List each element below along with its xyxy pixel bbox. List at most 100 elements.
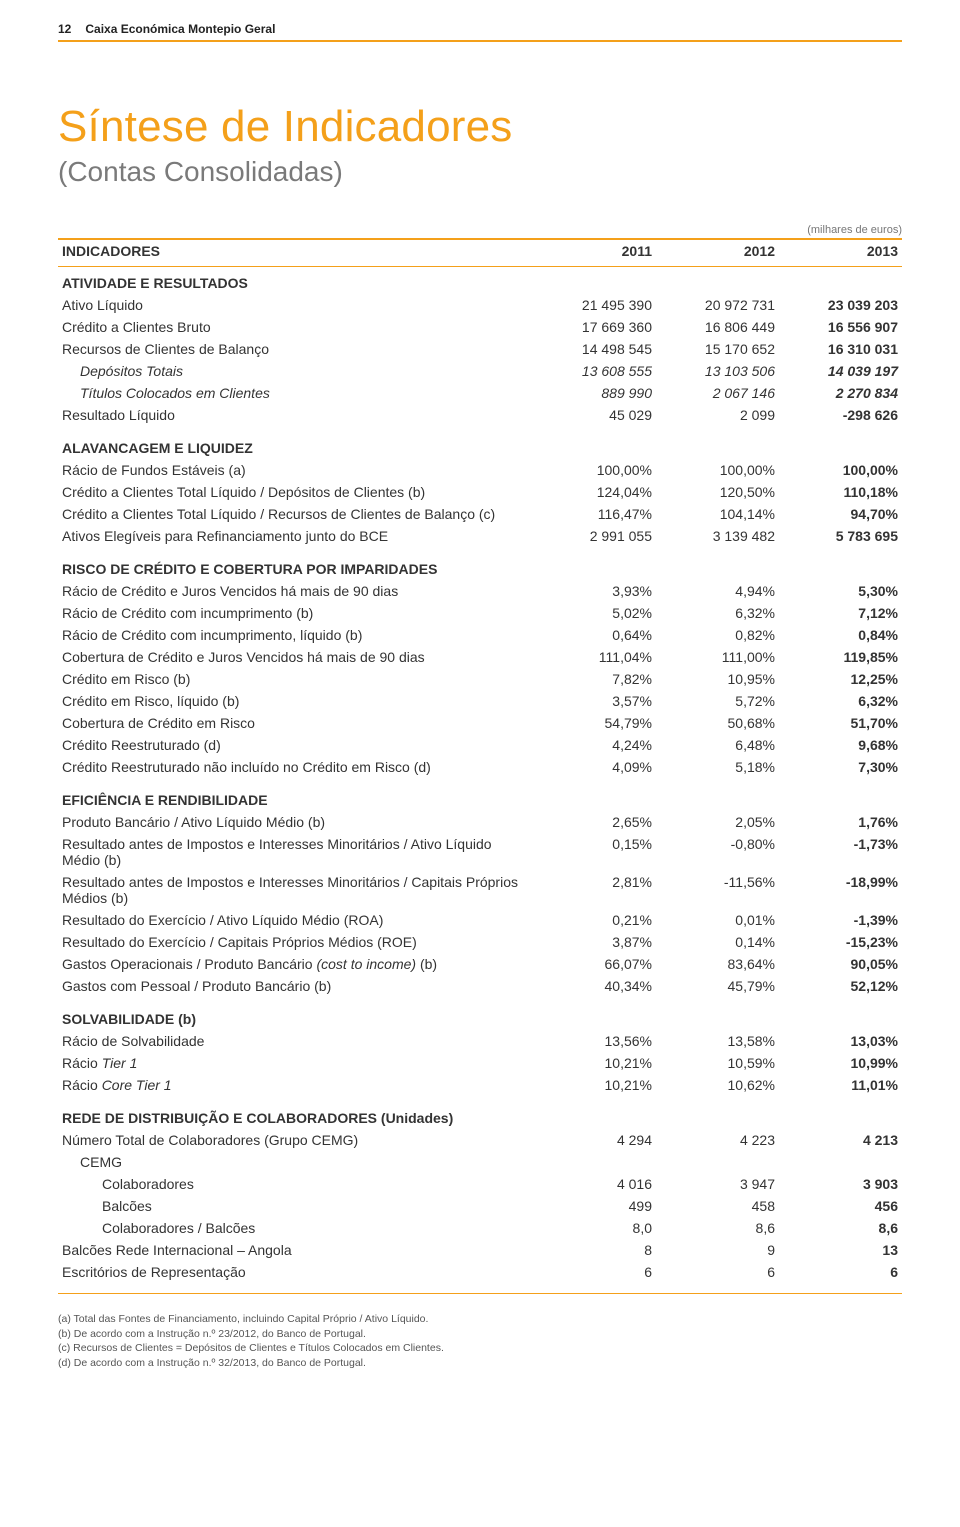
footnote: (c) Recursos de Clientes = Depósitos de …: [58, 1341, 902, 1356]
row-value: 3,57%: [533, 690, 656, 712]
row-value: 3 947: [656, 1173, 779, 1195]
table-row: Colaboradores4 0163 9473 903: [58, 1173, 902, 1195]
row-value: 0,21%: [533, 909, 656, 931]
row-value: 83,64%: [656, 953, 779, 975]
row-value: 456: [779, 1195, 902, 1217]
row-label: Crédito Reestruturado (d): [58, 734, 533, 756]
table-head-row: INDICADORES 2011 2012 2013: [58, 240, 902, 262]
col-2013: 2013: [779, 240, 902, 262]
row-value: 6: [779, 1261, 902, 1283]
row-label: Gastos Operacionais / Produto Bancário (…: [58, 953, 533, 975]
row-value: 13,56%: [533, 1030, 656, 1052]
row-value: 6: [656, 1261, 779, 1283]
row-value: 5 783 695: [779, 525, 902, 547]
table-row: Crédito a Clientes Total Líquido / Recur…: [58, 503, 902, 525]
row-label: CEMG: [58, 1151, 533, 1173]
row-value: 10,95%: [656, 668, 779, 690]
row-value: 3,93%: [533, 580, 656, 602]
row-value: 4 223: [656, 1129, 779, 1151]
section-title-row: EFICIÊNCIA E RENDIBILIDADE: [58, 778, 902, 811]
section-title: RISCO DE CRÉDITO E COBERTURA POR IMPARID…: [58, 547, 533, 580]
row-value: 7,82%: [533, 668, 656, 690]
row-label: Colaboradores / Balcões: [58, 1217, 533, 1239]
footnotes: (a) Total das Fontes de Financiamento, i…: [58, 1312, 902, 1371]
table-row: Cobertura de Crédito e Juros Vencidos há…: [58, 646, 902, 668]
table-row: Cobertura de Crédito em Risco54,79%50,68…: [58, 712, 902, 734]
section-title-row: REDE DE DISTRIBUIÇÃO E COLABORADORES (Un…: [58, 1096, 902, 1129]
table-rule-bottom: [58, 1293, 902, 1294]
row-value: [779, 1151, 902, 1173]
row-value: 5,02%: [533, 602, 656, 624]
page-title: Síntese de Indicadores: [58, 102, 902, 152]
row-value: 111,04%: [533, 646, 656, 668]
row-value: 40,34%: [533, 975, 656, 997]
table-row: Colaboradores / Balcões8,08,68,6: [58, 1217, 902, 1239]
table-row: Resultado antes de Impostos e Interesses…: [58, 871, 902, 909]
section-title-row: SOLVABILIDADE (b): [58, 997, 902, 1030]
row-label: Ativos Elegíveis para Refinanciamento ju…: [58, 525, 533, 547]
table-row: Crédito a Clientes Total Líquido / Depós…: [58, 481, 902, 503]
row-value: 9: [656, 1239, 779, 1261]
section-title: SOLVABILIDADE (b): [58, 997, 533, 1030]
row-value: -15,23%: [779, 931, 902, 953]
row-value: 94,70%: [779, 503, 902, 525]
row-value: 16 556 907: [779, 316, 902, 338]
row-value: 0,82%: [656, 624, 779, 646]
row-value: 0,84%: [779, 624, 902, 646]
row-label: Escritórios de Representação: [58, 1261, 533, 1283]
row-value: 10,21%: [533, 1052, 656, 1074]
row-value: 11,01%: [779, 1074, 902, 1096]
row-value: 45,79%: [656, 975, 779, 997]
table-row: Rácio de Fundos Estáveis (a)100,00%100,0…: [58, 459, 902, 481]
row-value: 13 608 555: [533, 360, 656, 382]
col-2012: 2012: [656, 240, 779, 262]
row-value: -0,80%: [656, 833, 779, 871]
row-value: 2 270 834: [779, 382, 902, 404]
row-value: 13,58%: [656, 1030, 779, 1052]
table-row: Ativo Líquido21 495 39020 972 73123 039 …: [58, 294, 902, 316]
table-row: Escritórios de Representação666: [58, 1261, 902, 1283]
row-value: 51,70%: [779, 712, 902, 734]
row-label: Depósitos Totais: [58, 360, 533, 382]
row-label: Resultado antes de Impostos e Interesses…: [58, 871, 533, 909]
row-label: Resultado Líquido: [58, 404, 533, 426]
row-label: Balcões: [58, 1195, 533, 1217]
row-value: 4 213: [779, 1129, 902, 1151]
row-value: 3,87%: [533, 931, 656, 953]
table-row: Número Total de Colaboradores (Grupo CEM…: [58, 1129, 902, 1151]
row-value: 5,72%: [656, 690, 779, 712]
row-value: 13 103 506: [656, 360, 779, 382]
row-value: 1,76%: [779, 811, 902, 833]
row-value: 8,6: [779, 1217, 902, 1239]
row-value: 9,68%: [779, 734, 902, 756]
row-value: 13: [779, 1239, 902, 1261]
row-label: Crédito a Clientes Total Líquido / Depós…: [58, 481, 533, 503]
row-value: 0,15%: [533, 833, 656, 871]
row-label: Rácio de Fundos Estáveis (a): [58, 459, 533, 481]
row-value: 4,94%: [656, 580, 779, 602]
row-label: Rácio Tier 1: [58, 1052, 533, 1074]
row-value: 7,30%: [779, 756, 902, 778]
row-value: 499: [533, 1195, 656, 1217]
table-row: Rácio de Crédito com incumprimento, líqu…: [58, 624, 902, 646]
row-value: 4,09%: [533, 756, 656, 778]
row-value: 10,59%: [656, 1052, 779, 1074]
section-title: ALAVANCAGEM E LIQUIDEZ: [58, 426, 533, 459]
row-value: 45 029: [533, 404, 656, 426]
row-value: 7,12%: [779, 602, 902, 624]
row-value: 0,14%: [656, 931, 779, 953]
table-row: Títulos Colocados em Clientes889 9902 06…: [58, 382, 902, 404]
row-value: 104,14%: [656, 503, 779, 525]
table-row: Crédito em Risco, líquido (b)3,57%5,72%6…: [58, 690, 902, 712]
row-value: 16 310 031: [779, 338, 902, 360]
section-title: EFICIÊNCIA E RENDIBILIDADE: [58, 778, 533, 811]
table-row: Balcões Rede Internacional – Angola8913: [58, 1239, 902, 1261]
row-value: 90,05%: [779, 953, 902, 975]
row-value: 3 139 482: [656, 525, 779, 547]
table-row: Depósitos Totais13 608 55513 103 50614 0…: [58, 360, 902, 382]
row-value: 50,68%: [656, 712, 779, 734]
row-value: -11,56%: [656, 871, 779, 909]
row-label: Cobertura de Crédito em Risco: [58, 712, 533, 734]
row-value: 111,00%: [656, 646, 779, 668]
row-value: 2,65%: [533, 811, 656, 833]
